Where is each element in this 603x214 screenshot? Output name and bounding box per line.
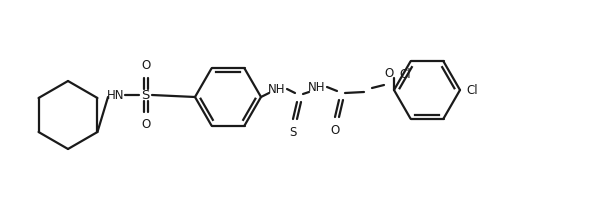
Text: O: O (141, 119, 151, 131)
Text: S: S (141, 89, 149, 101)
Text: Cl: Cl (400, 68, 411, 81)
Text: S: S (289, 125, 297, 138)
Text: O: O (330, 123, 339, 137)
Text: O: O (141, 58, 151, 71)
Text: NH: NH (308, 80, 326, 94)
Text: HN: HN (107, 89, 125, 101)
Text: O: O (384, 67, 394, 79)
Text: Cl: Cl (466, 83, 478, 97)
Text: NH: NH (268, 83, 286, 95)
